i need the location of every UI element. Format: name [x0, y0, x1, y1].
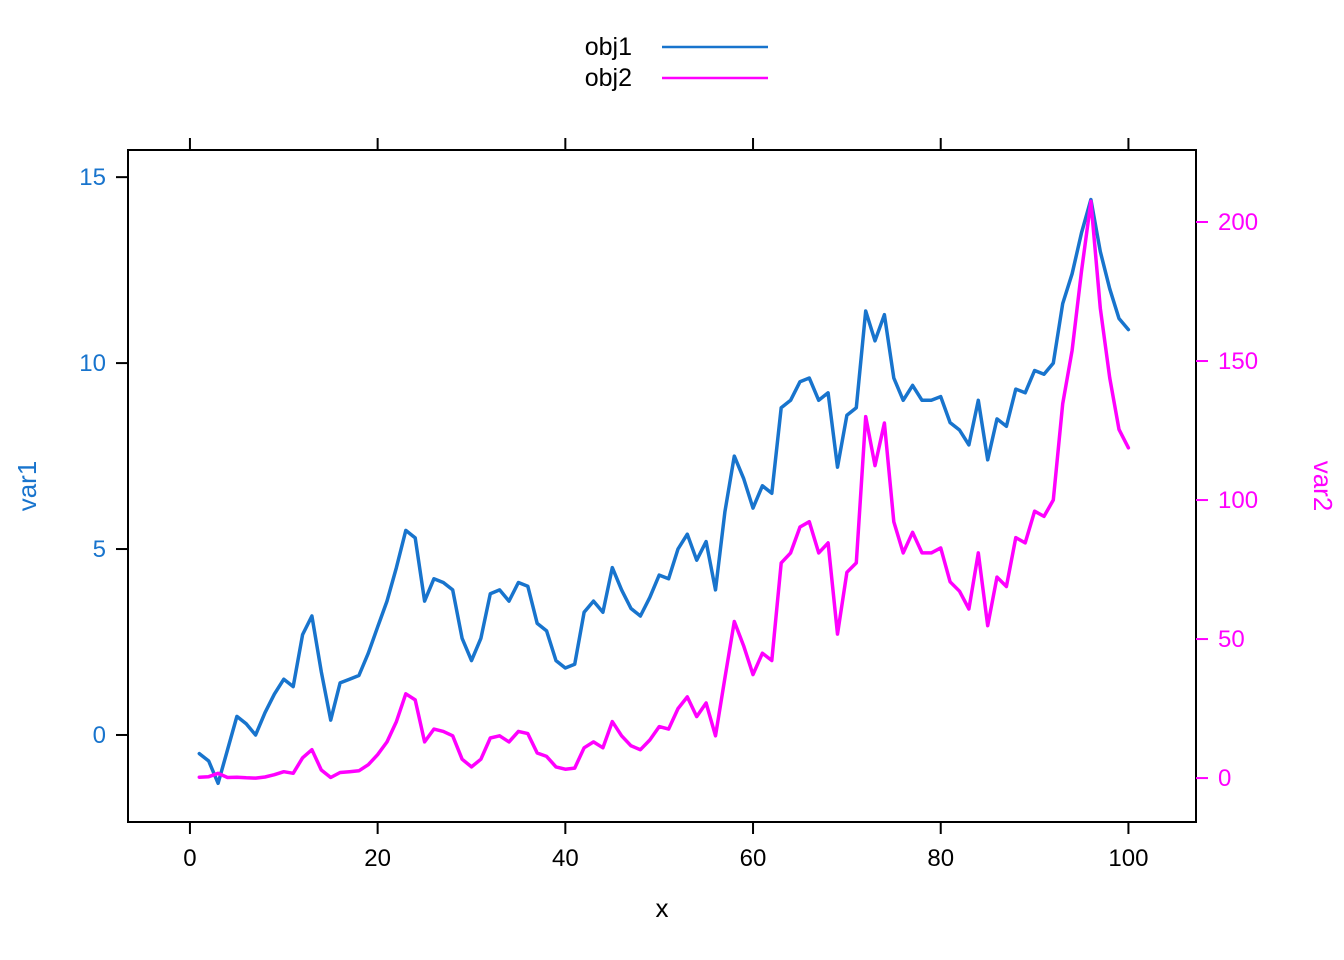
x-tick-label: 60	[740, 845, 767, 872]
x-tick-label: 20	[364, 845, 391, 872]
y-right-tick-label: 0	[1218, 765, 1231, 792]
y-right-tick-label: 100	[1218, 487, 1258, 514]
x-tick-label: 100	[1108, 845, 1148, 872]
y-axis-left: 0 5 10 15	[79, 164, 128, 749]
y-left-tick-label: 10	[79, 350, 106, 377]
y-left-tick-label: 5	[93, 536, 106, 563]
y-right-tick-label: 50	[1218, 626, 1245, 653]
x-axis-top	[188, 138, 1130, 150]
y-right-tick-label: 150	[1218, 348, 1258, 375]
x-axis-title: x	[656, 893, 669, 923]
x-tick-label: 0	[183, 845, 196, 872]
y-left-tick-label: 0	[93, 722, 106, 749]
legend-label: obj1	[585, 33, 632, 61]
x-tick-label: 40	[552, 845, 579, 872]
y-axis-left-title: var1	[12, 461, 42, 512]
series-line-obj1	[197, 197, 1131, 786]
y-right-tick-label: 200	[1218, 209, 1258, 236]
plot-border	[127, 149, 1197, 823]
x-axis-bottom: 0 20 40 60 80 100	[183, 822, 1148, 872]
series-line-obj2	[197, 199, 1131, 780]
y-left-tick-label: 15	[79, 164, 106, 191]
x-tick-label: 80	[927, 845, 954, 872]
legend-label: obj2	[585, 64, 632, 92]
legend: obj1 obj2	[585, 33, 768, 92]
y-axis-right: 0 50 100 150 200	[1196, 209, 1258, 792]
y-axis-right-title: var2	[1308, 461, 1338, 512]
